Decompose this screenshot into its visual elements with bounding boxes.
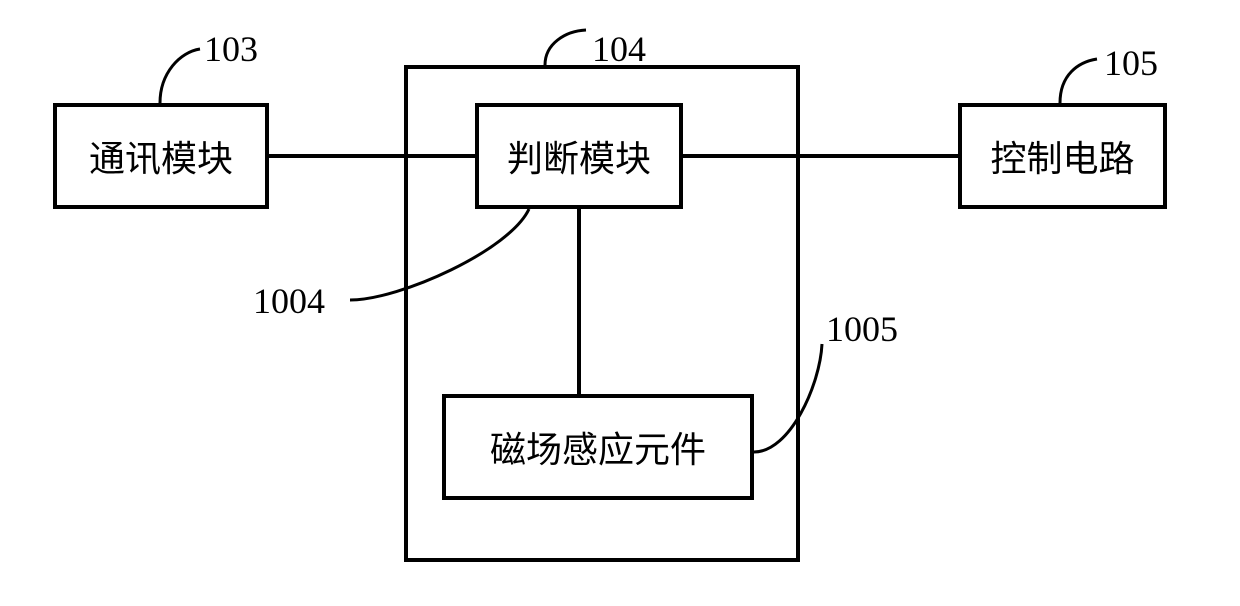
leader-104 (545, 30, 586, 65)
mag-sensor-label: 磁场感应元件 (490, 421, 706, 473)
judge-module-box: 判断模块 (475, 103, 683, 209)
ctrl-circuit-box: 控制电路 (958, 103, 1167, 209)
callout-1005: 1005 (826, 308, 898, 350)
comm-module-box: 通讯模块 (53, 103, 269, 209)
callout-1004: 1004 (253, 280, 325, 322)
mag-sensor-box: 磁场感应元件 (442, 394, 754, 500)
diagram-canvas: 通讯模块 判断模块 磁场感应元件 控制电路 103 104 105 1004 1… (0, 0, 1240, 606)
leader-105 (1060, 59, 1097, 103)
callout-104: 104 (592, 28, 646, 70)
callout-105: 105 (1104, 42, 1158, 84)
leader-103 (160, 49, 200, 103)
judge-module-label: 判断模块 (507, 130, 651, 182)
ctrl-circuit-label: 控制电路 (990, 130, 1134, 182)
callout-103: 103 (204, 28, 258, 70)
comm-module-label: 通讯模块 (89, 130, 233, 182)
